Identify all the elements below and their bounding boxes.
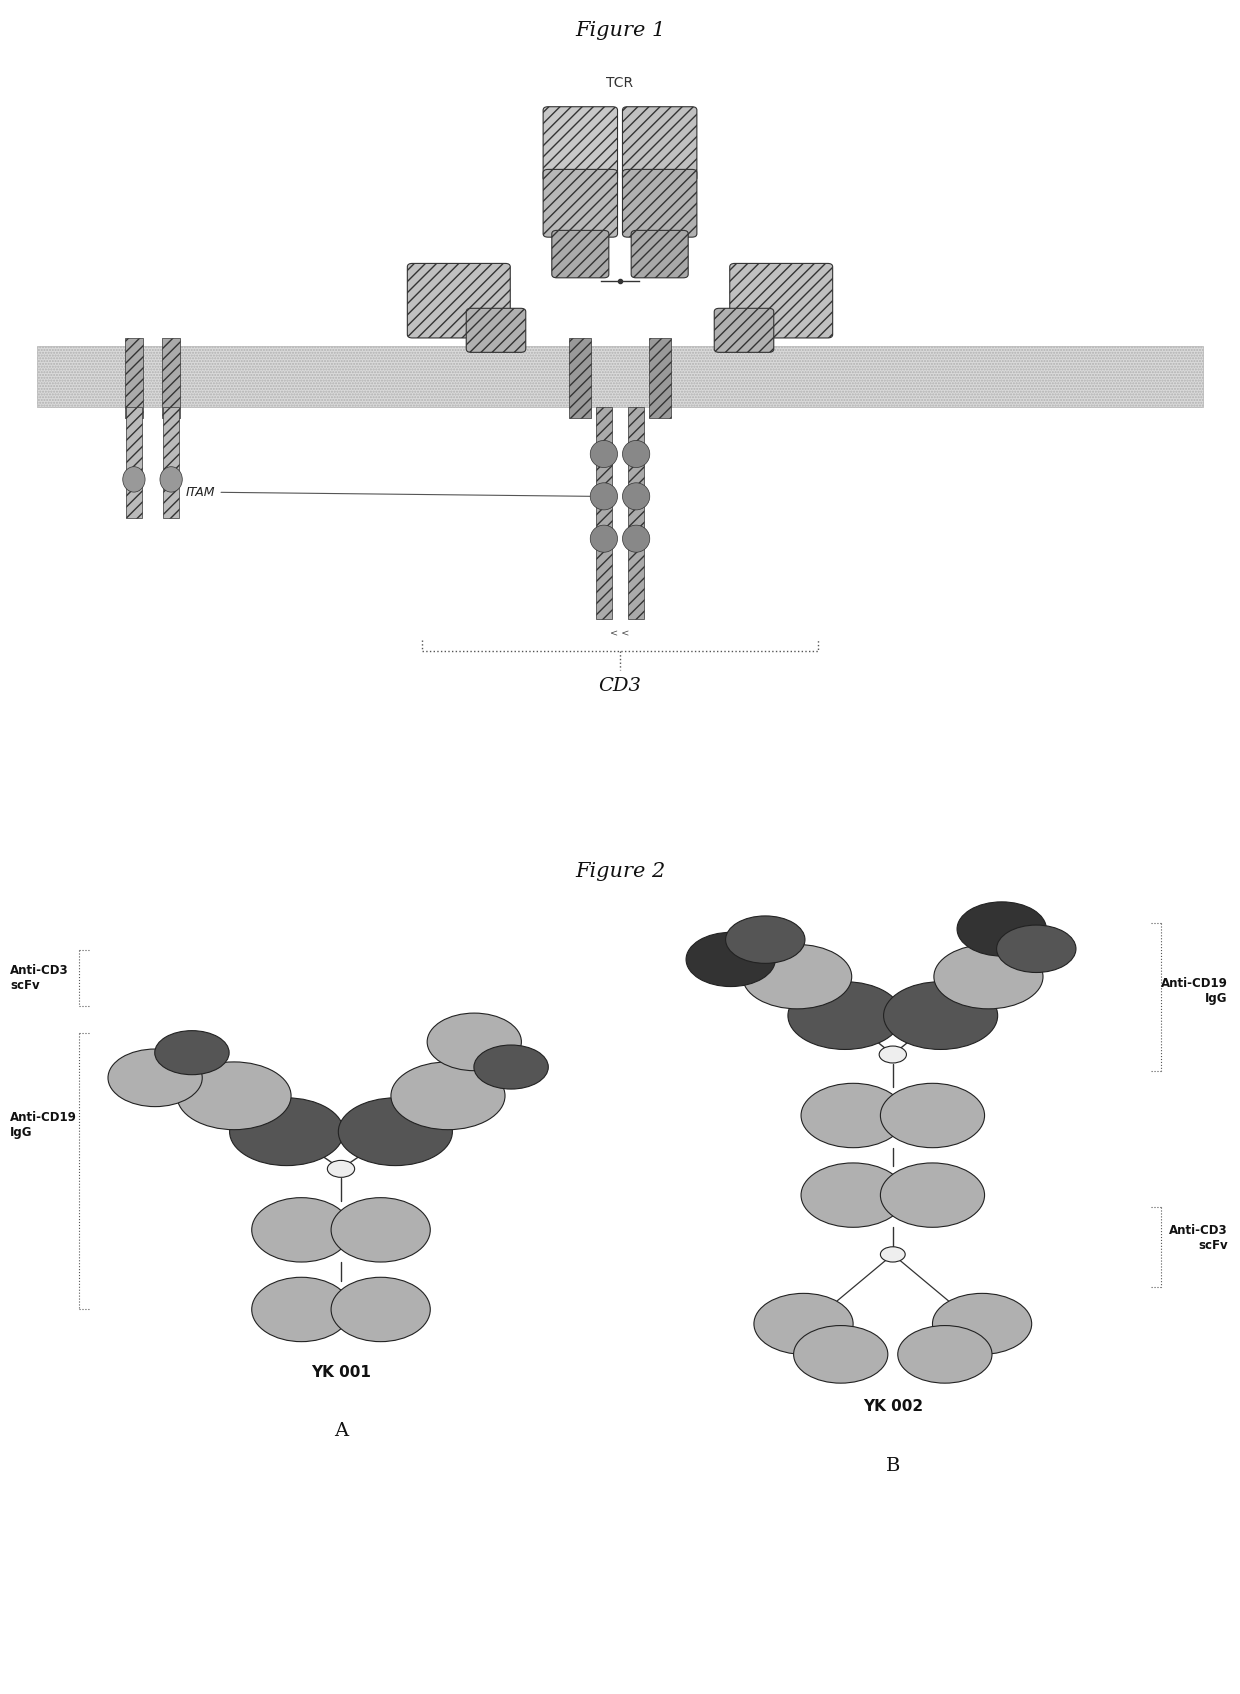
- Ellipse shape: [427, 1013, 521, 1071]
- Text: < <: < <: [610, 628, 630, 639]
- Ellipse shape: [177, 1062, 291, 1130]
- Text: YK 001: YK 001: [311, 1365, 371, 1379]
- Ellipse shape: [957, 901, 1047, 955]
- Ellipse shape: [754, 1294, 853, 1355]
- Ellipse shape: [331, 1277, 430, 1342]
- FancyBboxPatch shape: [631, 230, 688, 278]
- Bar: [627, 408, 645, 618]
- Ellipse shape: [331, 1198, 430, 1262]
- FancyBboxPatch shape: [552, 230, 609, 278]
- Ellipse shape: [997, 925, 1076, 972]
- Ellipse shape: [725, 916, 805, 964]
- Ellipse shape: [622, 483, 650, 510]
- FancyBboxPatch shape: [543, 107, 618, 181]
- FancyBboxPatch shape: [729, 263, 833, 337]
- Ellipse shape: [229, 1098, 343, 1165]
- FancyBboxPatch shape: [407, 263, 511, 337]
- Ellipse shape: [391, 1062, 505, 1130]
- Text: A: A: [334, 1423, 348, 1440]
- Text: CD3: CD3: [599, 676, 641, 695]
- Bar: [125, 339, 143, 417]
- Bar: [164, 407, 179, 517]
- Bar: [649, 339, 671, 417]
- FancyBboxPatch shape: [622, 107, 697, 181]
- Ellipse shape: [590, 440, 618, 468]
- Ellipse shape: [898, 1325, 992, 1382]
- Ellipse shape: [252, 1277, 351, 1342]
- Ellipse shape: [160, 466, 182, 491]
- Ellipse shape: [622, 440, 650, 468]
- Ellipse shape: [590, 525, 618, 552]
- Ellipse shape: [801, 1084, 905, 1149]
- Ellipse shape: [801, 1162, 905, 1226]
- FancyBboxPatch shape: [714, 308, 774, 352]
- FancyBboxPatch shape: [622, 169, 697, 237]
- Ellipse shape: [622, 525, 650, 552]
- Ellipse shape: [686, 932, 775, 986]
- Ellipse shape: [880, 1084, 985, 1149]
- Ellipse shape: [252, 1198, 351, 1262]
- Ellipse shape: [880, 1247, 905, 1262]
- Ellipse shape: [879, 1045, 906, 1064]
- Text: Anti-CD3
scFv: Anti-CD3 scFv: [10, 964, 68, 993]
- Ellipse shape: [794, 1325, 888, 1382]
- Bar: [595, 408, 611, 618]
- Bar: [569, 339, 591, 417]
- Ellipse shape: [155, 1030, 229, 1074]
- Ellipse shape: [327, 1160, 355, 1177]
- Ellipse shape: [787, 983, 901, 1050]
- Text: YK 002: YK 002: [863, 1399, 923, 1414]
- Text: Anti-CD19
IgG: Anti-CD19 IgG: [1161, 977, 1228, 1005]
- Ellipse shape: [884, 983, 998, 1050]
- Text: B: B: [885, 1457, 900, 1475]
- Text: Figure 1: Figure 1: [575, 20, 665, 41]
- Bar: [162, 339, 180, 417]
- Ellipse shape: [932, 1294, 1032, 1355]
- Text: Figure 2: Figure 2: [575, 862, 665, 881]
- Ellipse shape: [590, 483, 618, 510]
- Ellipse shape: [339, 1098, 453, 1165]
- Text: TCR: TCR: [606, 76, 634, 90]
- Ellipse shape: [123, 466, 145, 491]
- Ellipse shape: [934, 945, 1043, 1010]
- Text: Anti-CD19
IgG: Anti-CD19 IgG: [10, 1111, 77, 1138]
- Ellipse shape: [108, 1049, 202, 1106]
- Ellipse shape: [880, 1162, 985, 1226]
- Bar: [126, 407, 141, 517]
- FancyBboxPatch shape: [543, 169, 618, 237]
- Text: ITAM: ITAM: [186, 486, 590, 498]
- Ellipse shape: [743, 945, 852, 1010]
- Ellipse shape: [474, 1045, 548, 1089]
- Bar: [37, 346, 1203, 407]
- FancyBboxPatch shape: [466, 308, 526, 352]
- Text: Anti-CD3
scFv: Anti-CD3 scFv: [1169, 1225, 1228, 1252]
